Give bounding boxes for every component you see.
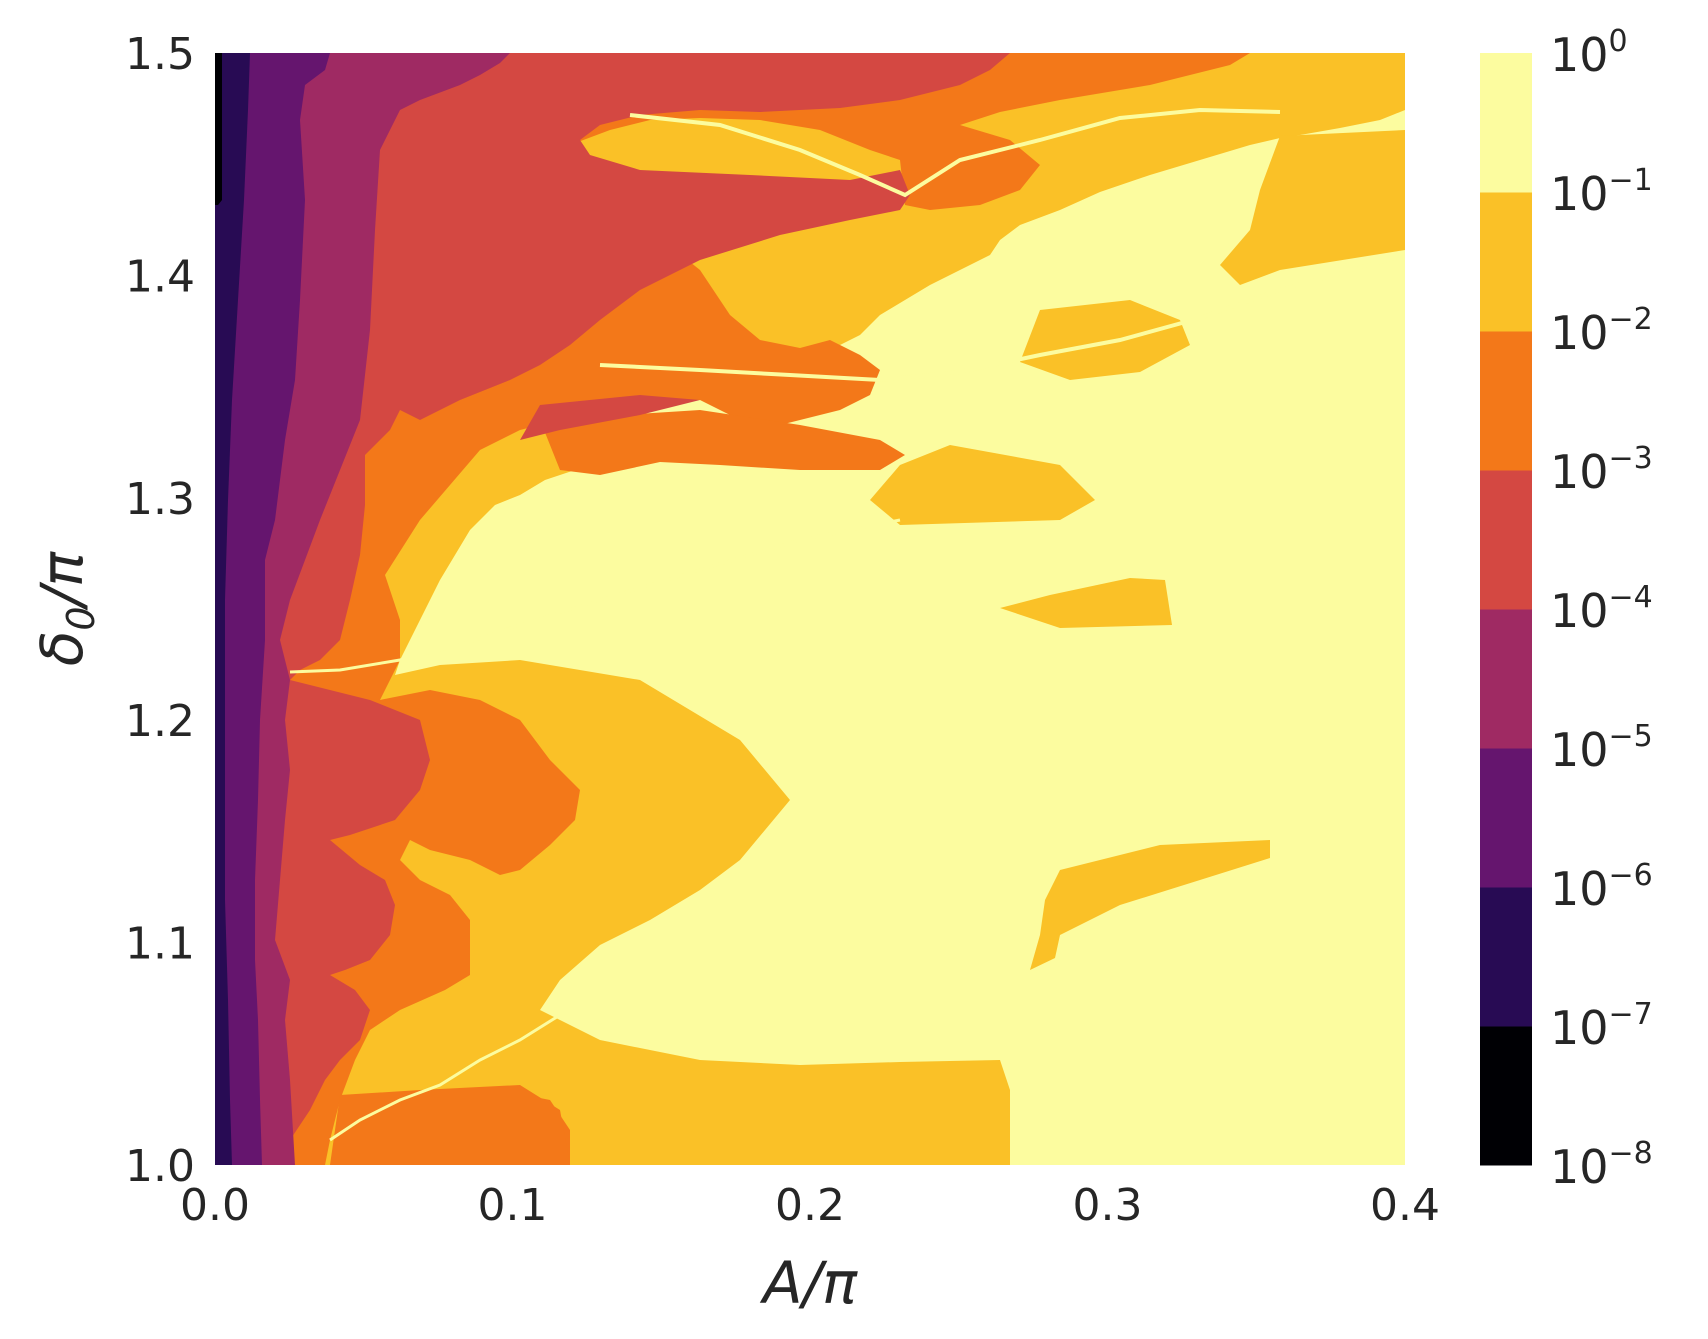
colorbar-tick-label: 10−6 xyxy=(1550,858,1653,916)
colorbar-tick-label: 10−7 xyxy=(1550,997,1653,1055)
x-axis: 0.0 0.1 0.2 0.3 0.4 xyxy=(180,1180,1440,1231)
colorbar-band xyxy=(1480,609,1532,749)
heatmap-plot-area xyxy=(215,53,1405,1165)
x-tick-label: 0.4 xyxy=(1370,1180,1440,1231)
colorbar-tick-label: 100 xyxy=(1550,24,1628,82)
y-axis: 1.0 1.1 1.2 1.3 1.4 1.5 xyxy=(125,29,195,1192)
y-tick-label: 1.2 xyxy=(125,696,195,747)
y-label-sub: 0 xyxy=(59,606,103,630)
y-tick-label: 1.4 xyxy=(125,251,195,302)
y-tick-label: 1.0 xyxy=(125,1141,195,1192)
colorbar-band xyxy=(1480,748,1532,888)
region-level-1e-8-to-1e-7 xyxy=(215,53,222,205)
x-tick-label: 0.3 xyxy=(1073,1180,1143,1231)
colorbar-band xyxy=(1480,53,1532,193)
colorbar-tick-label: 10−5 xyxy=(1550,719,1653,777)
filament-center xyxy=(289,518,901,674)
x-tick-label: 0.2 xyxy=(775,1180,845,1231)
colorbar-tick-label: 10−2 xyxy=(1550,302,1653,360)
region-island-mid xyxy=(870,445,1095,525)
colorbar-tick-label: 10−3 xyxy=(1550,441,1653,499)
colorbar-tick-label: 10−1 xyxy=(1550,163,1653,221)
x-axis-label: A/π xyxy=(759,1249,858,1317)
y-label-main: δ xyxy=(28,631,96,667)
y-label-tail: /π xyxy=(28,551,96,612)
y-tick-label: 1.5 xyxy=(125,29,195,80)
x-tick-label: 0.1 xyxy=(478,1180,548,1231)
colorbar-band xyxy=(1480,1026,1532,1166)
region-red-lobe-upper xyxy=(520,395,700,440)
svg-text:δ0/π: δ0/π xyxy=(28,551,103,666)
region-level-1e-7-to-1e-6 xyxy=(215,53,250,1165)
filament-upper xyxy=(629,107,1281,198)
colorbar-band xyxy=(1480,192,1532,332)
y-tick-label: 1.3 xyxy=(125,474,195,525)
colorbar-band xyxy=(1480,331,1532,471)
colorbar-tick-label: 10−4 xyxy=(1550,580,1653,638)
region-island-right-top xyxy=(1220,130,1405,285)
colorbar-tick-label: 10−8 xyxy=(1550,1136,1653,1194)
region-island-middle-right xyxy=(1000,578,1172,628)
y-axis-label: δ0/π xyxy=(28,551,103,666)
colorbar-band xyxy=(1480,470,1532,610)
y-tick-label: 1.1 xyxy=(125,919,195,970)
colorbar-band xyxy=(1480,887,1532,1027)
filament-lower xyxy=(329,1013,561,1142)
region-level-1e-4-to-1e-3 xyxy=(215,53,1010,1165)
region-island-upper xyxy=(1020,300,1190,380)
region-orange-lobe-mid xyxy=(540,410,905,475)
region-island-lower-right xyxy=(1030,840,1270,970)
colorbar: 100 10−1 10−2 10−3 10−4 10−5 10−6 10−7 10−8 xyxy=(1480,24,1653,1194)
region-level-1e-6-to-1e-5 xyxy=(215,53,330,1165)
region-orange-lobe-lower xyxy=(330,1085,570,1165)
filament-middle xyxy=(599,253,1405,383)
x-tick-label: 0.0 xyxy=(180,1180,250,1231)
